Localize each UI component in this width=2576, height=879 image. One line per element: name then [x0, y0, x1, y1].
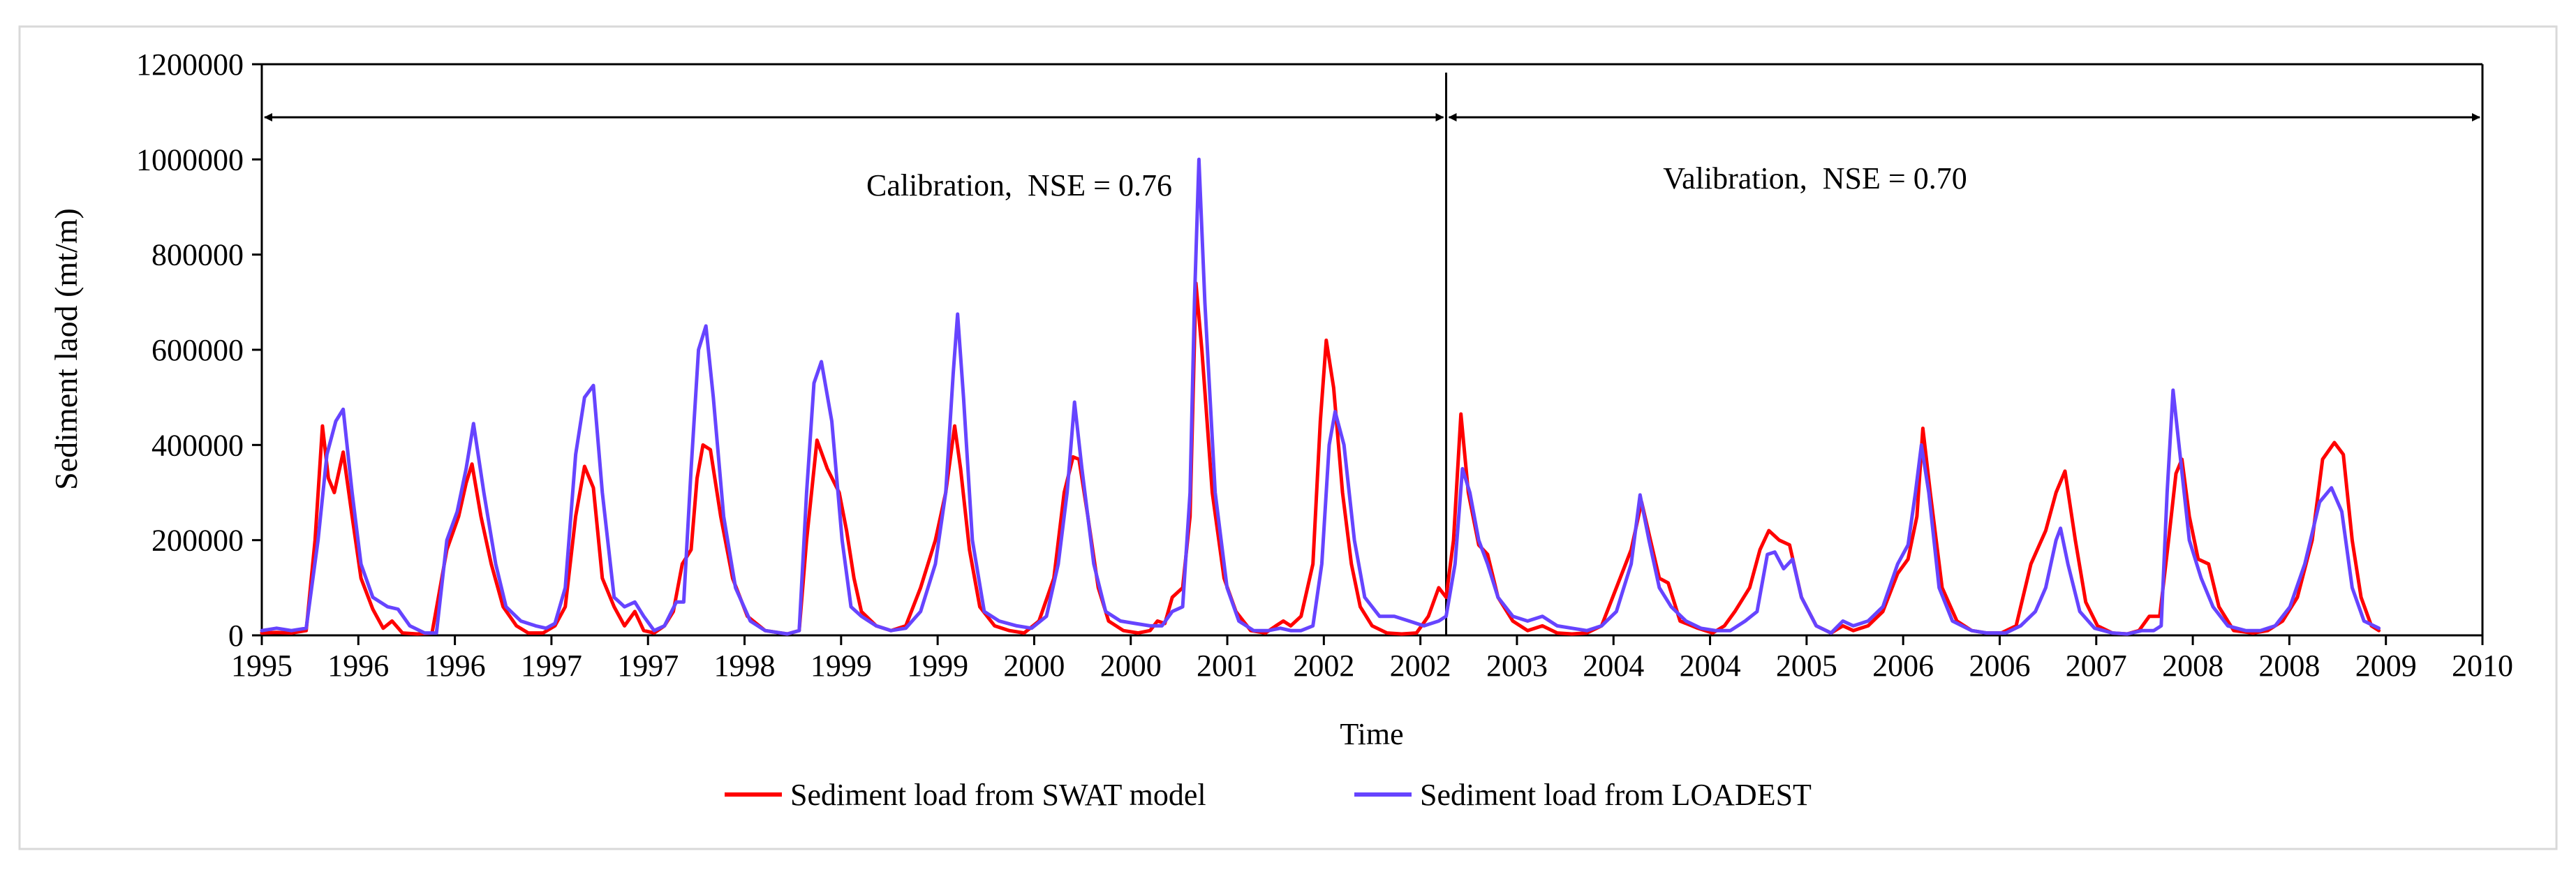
x-tick-label: 2009 [2355, 649, 2417, 683]
y-tick-label: 200000 [151, 524, 244, 558]
legend: Sediment load from SWAT model Sediment l… [725, 778, 1812, 812]
x-tick-label: 2006 [1969, 649, 2030, 683]
x-tick-label: 2004 [1680, 649, 1741, 683]
y-tick-label: 400000 [151, 428, 244, 462]
series-line-swat [260, 281, 2381, 636]
x-tick-label: 2005 [1776, 649, 1837, 683]
x-tick-label: 2004 [1583, 649, 1644, 683]
legend-label-swat: Sediment load from SWAT model [790, 778, 1206, 812]
x-tick-label: 1997 [521, 649, 582, 683]
x-tick-label: 1999 [907, 649, 968, 683]
x-tick-label: 1998 [714, 649, 776, 683]
x-tick-label: 1999 [810, 649, 872, 683]
y-tick-label: 1000000 [136, 142, 244, 177]
x-tick-label: 2000 [1100, 649, 1162, 683]
x-tick-label: 2000 [1003, 649, 1065, 683]
x-tick-label: 1996 [327, 649, 389, 683]
x-tick-label: 2002 [1293, 649, 1354, 683]
chart-border [18, 25, 2558, 850]
x-axis-ticks: 1995 1996 1996 1997 1997 1998 1999 1999 2000 2000… [231, 635, 2513, 683]
series-group [260, 157, 2381, 636]
y-tick-label: 1200000 [136, 47, 244, 82]
series-line-loadest [260, 157, 2381, 636]
x-axis-title: Time [1340, 717, 1403, 751]
y-tick-label: 600000 [151, 333, 244, 367]
x-tick-label: 2007 [2066, 649, 2127, 683]
y-axis-title: Sediment laod (mt/m) [48, 208, 84, 490]
x-tick-label: 2003 [1486, 649, 1548, 683]
y-tick-label: 800000 [151, 238, 244, 272]
x-tick-label: 2006 [1872, 649, 1934, 683]
x-tick-label: 2001 [1197, 649, 1258, 683]
x-tick-label: 2002 [1390, 649, 1451, 683]
x-tick-label: 1995 [231, 649, 293, 683]
validation-label: Valibration, NSE = 0.70 [1663, 161, 1967, 195]
x-tick-label: 1996 [424, 649, 486, 683]
x-tick-label: 2008 [2162, 649, 2223, 683]
legend-label-loadest: Sediment load from LOADEST [1420, 778, 1812, 812]
x-tick-label: 2010 [2452, 649, 2513, 683]
y-tick-label: 0 [228, 619, 244, 653]
y-axis-ticks: 0 200000 400000 600000 800000 1000000 1200000 [136, 47, 262, 653]
calibration-label: Calibration, NSE = 0.76 [866, 168, 1172, 202]
x-tick-label: 1997 [617, 649, 679, 683]
x-tick-label: 2008 [2258, 649, 2320, 683]
